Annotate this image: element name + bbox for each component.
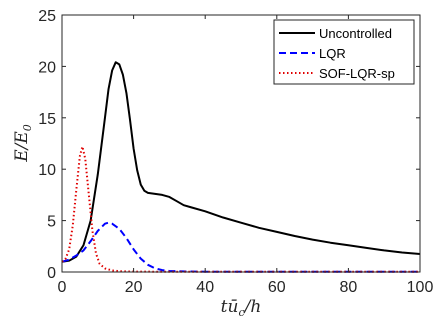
y-tick-label-20: 20 [38,59,56,76]
x-tick-label-100: 100 [407,279,434,296]
x-tick-label-40: 40 [196,279,214,296]
x-tick-label-80: 80 [340,279,358,296]
x-tick-label-60: 60 [268,279,286,296]
y-tick-label-5: 5 [47,214,56,231]
legend: Uncontrolled LQR SOF-LQR-sp [273,19,415,85]
y-tick-label-25: 25 [38,8,56,25]
tick-layer: 0 20 40 60 80 100 0 5 10 15 20 25 [38,8,433,296]
legend-label-lqr: LQR [319,46,346,61]
x-tick-label-20: 20 [125,279,143,296]
axes-box [61,14,421,273]
y-tick-label-10: 10 [38,162,56,179]
y-axis-label: E/E0 [12,124,34,163]
y-tick-label-15: 15 [38,111,56,128]
legend-label-sof-lqr-sp: SOF-LQR-sp [319,66,395,81]
series-line-lqr [61,221,420,273]
series-line-uncontrolled [61,61,421,263]
legend-box [273,19,415,85]
y-tick-label-0: 0 [47,265,56,282]
x-tick-label-0: 0 [58,279,67,296]
legend-label-uncontrolled: Uncontrolled [319,26,392,41]
x-axis-label: tūc/h [221,297,262,319]
